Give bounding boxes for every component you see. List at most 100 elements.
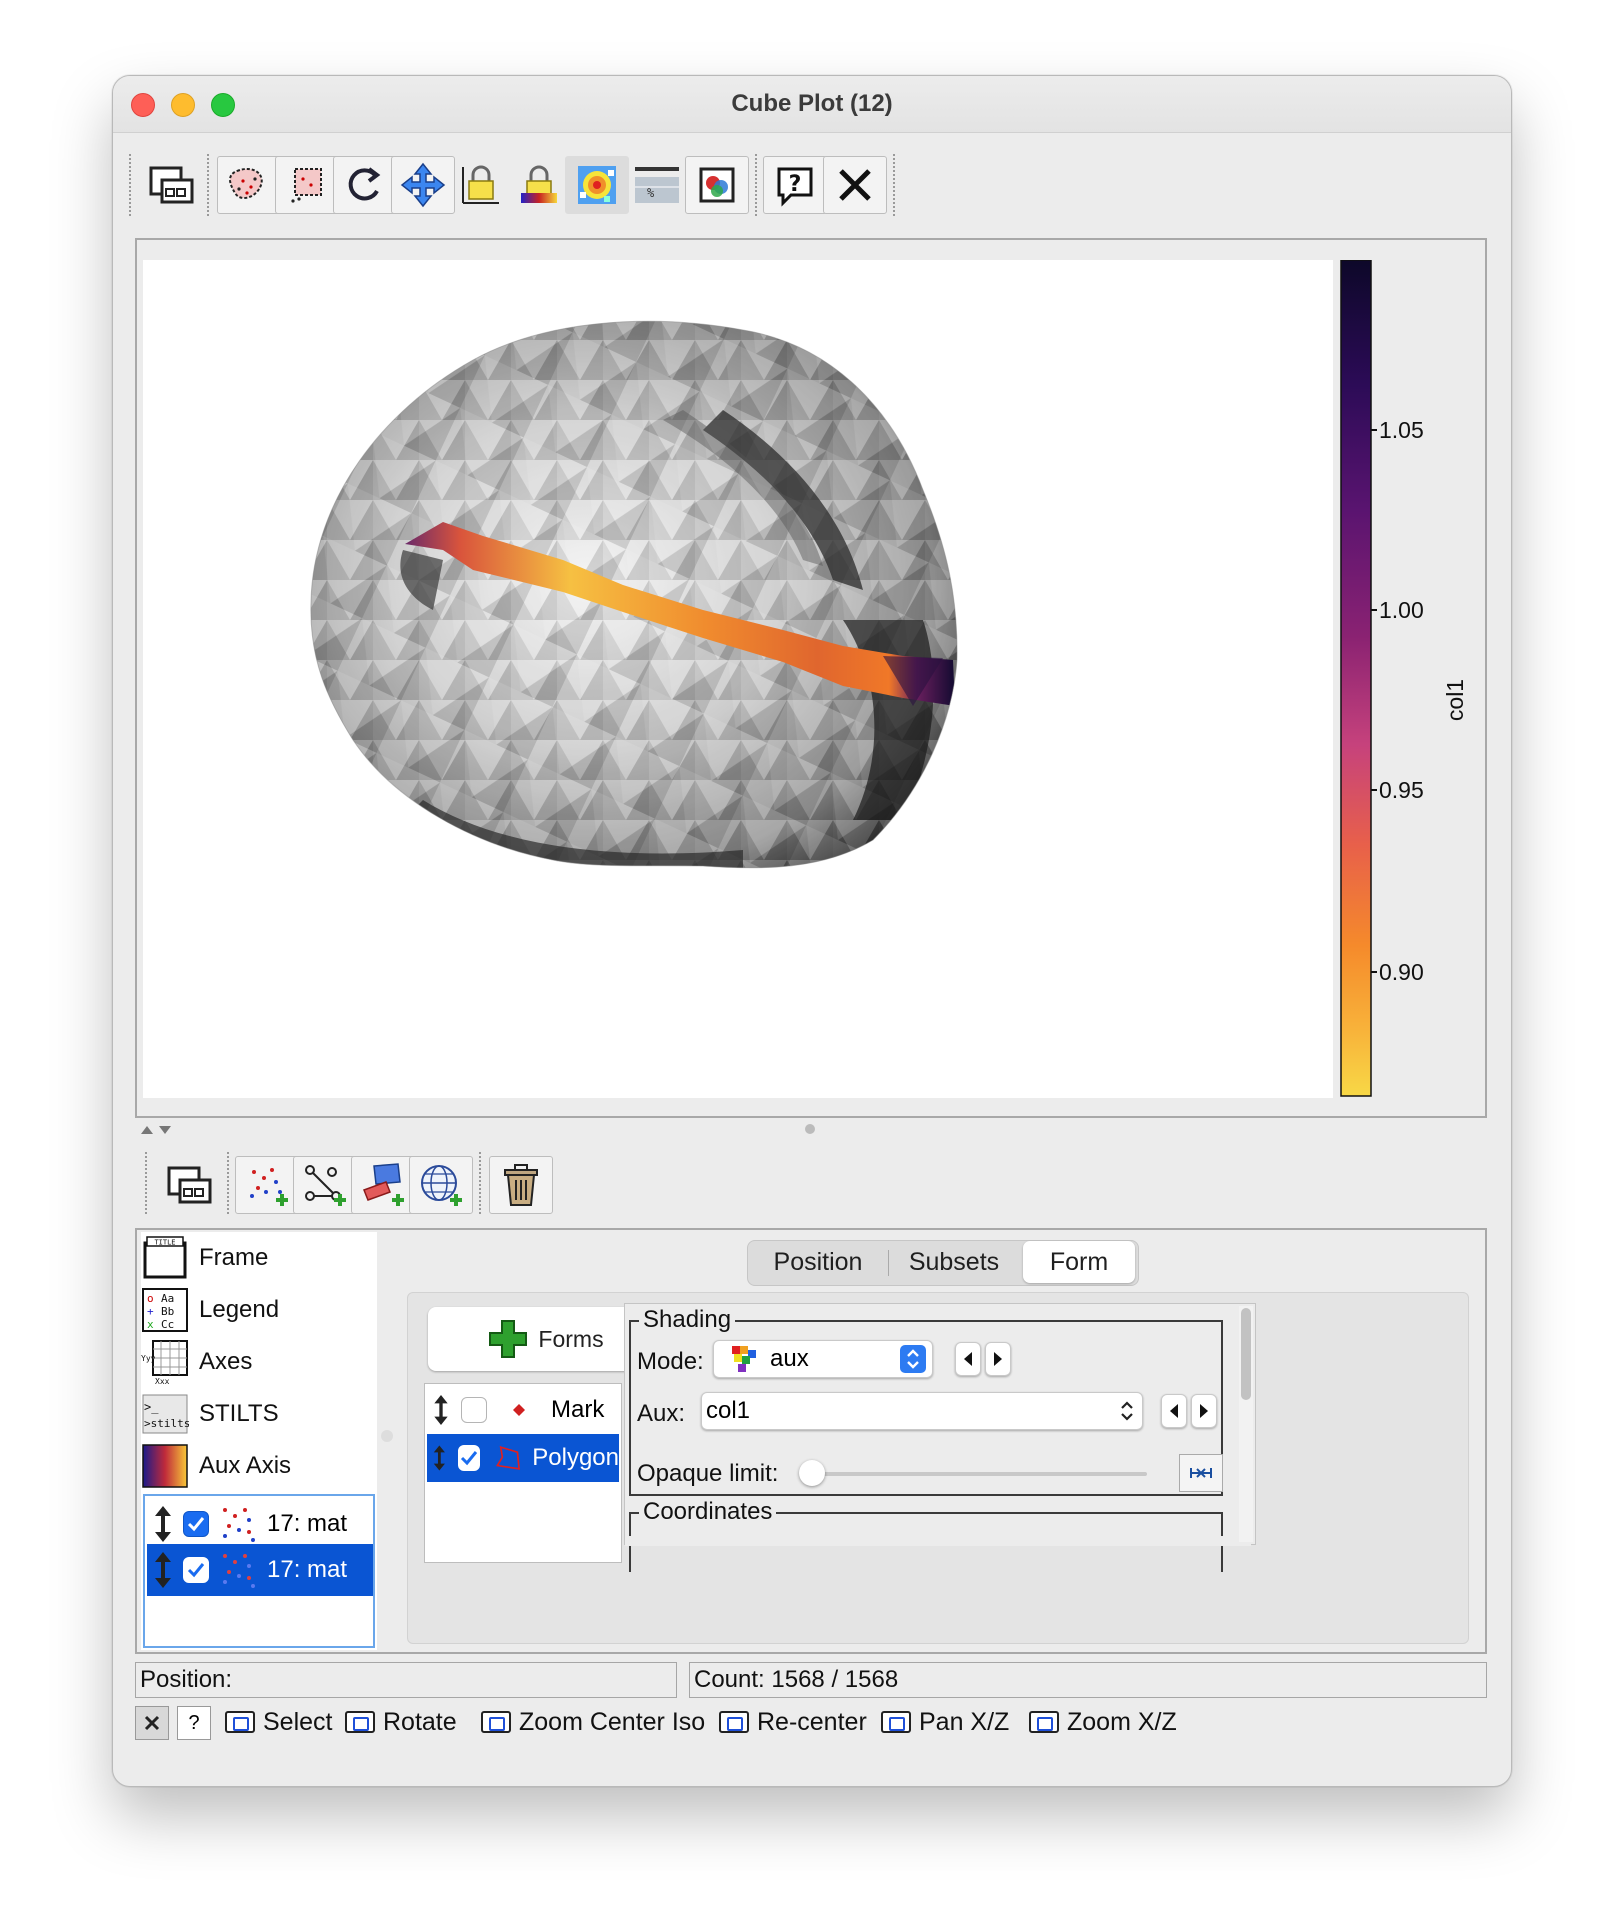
colorbar: 1.05 1.00 0.95 0.90 col1 — [1340, 260, 1468, 1097]
svg-text:>stilts: >stilts — [144, 1417, 189, 1430]
help-icon[interactable]: ? — [763, 156, 827, 214]
minimize-window-button[interactable] — [171, 93, 195, 117]
mode-label: Rotate — [383, 1707, 457, 1736]
layer-list: 17: mat 17: mat — [143, 1494, 375, 1648]
shader-icon[interactable] — [565, 156, 629, 214]
mode-prev-button[interactable] — [955, 1342, 981, 1376]
add-area-layer-icon[interactable] — [351, 1156, 415, 1214]
config-scrollbar[interactable] — [1239, 1306, 1253, 1542]
add-sky-layer-icon[interactable] — [409, 1156, 473, 1214]
mode-select-item[interactable]: Select — [225, 1700, 332, 1744]
mark-icon — [513, 1404, 525, 1416]
add-position-layer-icon[interactable] — [235, 1156, 299, 1214]
mode-rotate-item[interactable]: Rotate — [345, 1700, 457, 1744]
divider-handle[interactable] — [381, 1430, 393, 1442]
layer-row-selected[interactable]: 17: mat — [147, 1544, 373, 1596]
tab-form[interactable]: Form — [1023, 1241, 1135, 1283]
mode-next-button[interactable] — [985, 1342, 1011, 1376]
close-window-button[interactable] — [131, 93, 155, 117]
add-pair-layer-icon[interactable] — [293, 1156, 357, 1214]
layer-checkbox[interactable] — [183, 1557, 209, 1583]
plot-area[interactable] — [143, 260, 1333, 1098]
count-readout: Count: 1568 / 1568 — [689, 1662, 1487, 1698]
add-icon — [489, 1320, 528, 1358]
window-icon[interactable] — [139, 156, 203, 214]
config-scrollbar-thumb[interactable] — [1241, 1308, 1251, 1400]
toolbar-separator — [755, 154, 757, 216]
control-item-legend[interactable]: o Aa + Bb x Cc Legend — [141, 1284, 377, 1336]
forms-button-label: Forms — [538, 1325, 604, 1352]
tab-position[interactable]: Position — [773, 1248, 863, 1276]
help-icon[interactable]: ? — [177, 1706, 211, 1740]
image-export-icon[interactable] — [685, 156, 749, 214]
mode-zoom-xz-item[interactable]: Zoom X/Z — [1029, 1700, 1177, 1744]
aux-select[interactable]: col1 — [701, 1392, 1143, 1430]
status-bar: Position: Count: 1568 / 1568 — [135, 1662, 1487, 1700]
tab-subsets[interactable]: Subsets — [908, 1248, 1000, 1276]
control-item-frame[interactable]: TITLE Frame — [141, 1232, 377, 1284]
control-item-axes[interactable]: Yyy Xxx Axes — [141, 1336, 377, 1388]
toolbar-grip — [145, 1152, 147, 1214]
control-item-aux-axis[interactable]: Aux Axis — [141, 1440, 377, 1492]
control-item-stilts[interactable]: >_ >stilts STILTS — [141, 1388, 377, 1440]
zoom-window-button[interactable] — [211, 93, 235, 117]
mode-select[interactable]: aux — [713, 1340, 933, 1378]
form-label: Polygon — [532, 1444, 619, 1471]
delete-layer-icon[interactable] — [489, 1156, 553, 1214]
close-icon[interactable] — [135, 1706, 169, 1740]
control-item-label: Legend — [199, 1296, 280, 1323]
svg-text:Bb: Bb — [161, 1305, 174, 1318]
form-tab-content: Forms Mark Polygon Shad — [407, 1292, 1469, 1644]
svg-text:Yyy: Yyy — [141, 1354, 156, 1363]
form-checkbox[interactable] — [461, 1397, 487, 1423]
float-icon[interactable] — [157, 1156, 221, 1214]
layer-row[interactable]: 17: mat — [147, 1498, 373, 1550]
replot-icon[interactable] — [333, 156, 397, 214]
toolbar-separator — [893, 154, 895, 216]
colorbar-tick-label: 0.90 — [1379, 959, 1424, 985]
svg-text:+: + — [147, 1305, 154, 1318]
mode-label: Mode: — [637, 1348, 704, 1375]
shading-group: Shading Mode: aux Aux: col1 — [629, 1306, 1223, 1496]
layer-tabs: Position Subsets Form — [747, 1240, 1139, 1286]
mode-label: Re-center — [757, 1707, 867, 1736]
drag-handle-icon[interactable] — [151, 1504, 175, 1544]
mode-label: Zoom X/Z — [1067, 1707, 1177, 1736]
mouse-mode-icon — [719, 1711, 749, 1733]
mode-pan-xz-item[interactable]: Pan X/Z — [881, 1700, 1009, 1744]
navigation-icon[interactable] — [391, 156, 455, 214]
drag-handle-icon[interactable] — [151, 1550, 175, 1590]
colorbar-tick-label: 1.00 — [1379, 597, 1424, 623]
split-divider[interactable] — [135, 1118, 1487, 1142]
aux-prev-button[interactable] — [1161, 1394, 1187, 1428]
form-checkbox[interactable] — [457, 1445, 480, 1471]
cube-plot-canvas[interactable] — [143, 260, 1333, 1098]
drag-handle-icon[interactable] — [431, 1438, 448, 1478]
export-icon[interactable]: % — [625, 156, 689, 214]
toolbar-separator — [479, 1152, 481, 1214]
window-title: Cube Plot (12) — [731, 90, 893, 117]
mode-recenter-item[interactable]: Re-center — [719, 1700, 867, 1744]
layer-label: 17: mat — [267, 1556, 348, 1583]
svg-text:%: % — [647, 186, 655, 200]
blob-subset-icon[interactable] — [217, 156, 281, 214]
plot-panel: 1.05 1.00 0.95 0.90 col1 — [135, 238, 1487, 1118]
svg-text:TITLE: TITLE — [154, 1239, 175, 1247]
stilts-icon: >_ >stilts — [142, 1394, 189, 1434]
box-subset-icon[interactable] — [275, 156, 339, 214]
aux-next-button[interactable] — [1191, 1394, 1217, 1428]
lock-axes-icon[interactable] — [449, 156, 513, 214]
form-row-selected[interactable]: Polygon — [427, 1434, 619, 1482]
close-icon[interactable] — [823, 156, 887, 214]
drag-handle-icon[interactable] — [431, 1390, 451, 1430]
mode-zoom-center-iso-item[interactable]: Zoom Center Iso — [481, 1700, 705, 1744]
form-row[interactable]: Mark — [427, 1386, 619, 1434]
coordinates-group: Coordinates — [629, 1498, 1223, 1572]
slider-reset-icon[interactable] — [1179, 1454, 1223, 1492]
layer-checkbox[interactable] — [183, 1511, 209, 1537]
opaque-limit-slider-thumb[interactable] — [799, 1460, 825, 1486]
mouse-mode-icon — [1029, 1711, 1059, 1733]
lock-aux-icon[interactable] — [507, 156, 571, 214]
opaque-limit-track[interactable] — [811, 1472, 1147, 1476]
svg-text:?: ? — [789, 172, 802, 197]
